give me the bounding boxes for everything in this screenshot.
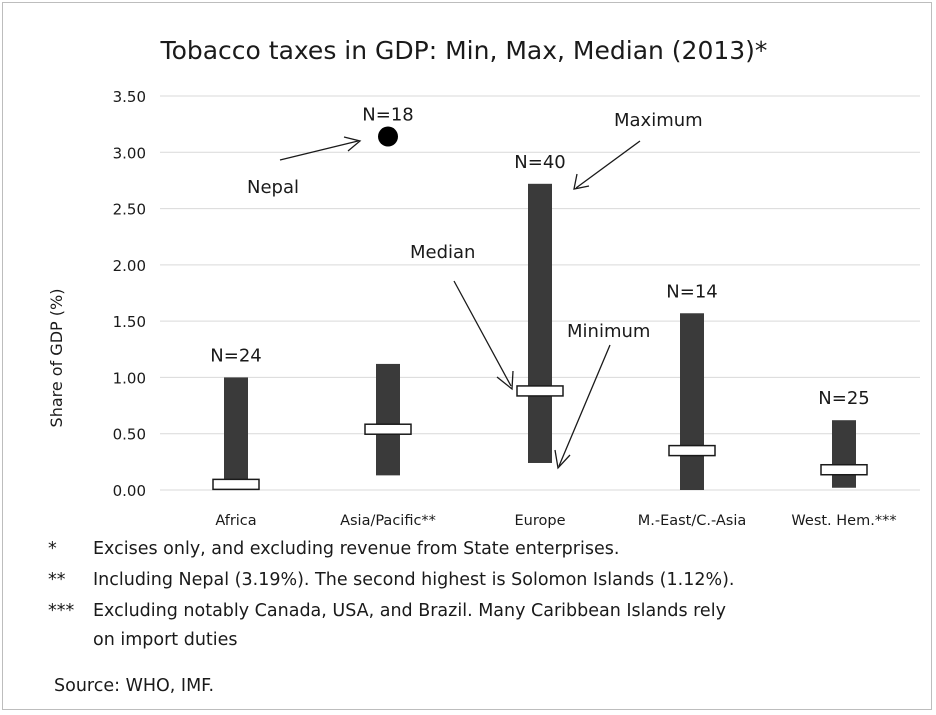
minimum-annotation: Minimum — [567, 321, 650, 342]
n-label: N=14 — [666, 281, 717, 302]
y-tick-label: 2.00 — [113, 257, 146, 275]
x-tick-label: West. Hem.*** — [791, 513, 896, 529]
footnote-text: Excises only, and excluding revenue from… — [93, 539, 620, 559]
y-tick-label: 3.00 — [113, 144, 146, 162]
range-bar — [528, 183, 552, 463]
footnote-3-continued: on import duties — [48, 627, 928, 655]
median-marker — [668, 444, 716, 457]
footnote-mark: *** — [48, 601, 75, 621]
x-tick-label: Asia/Pacific** — [340, 513, 436, 529]
x-tick-label: M.-East/C.-Asia — [638, 513, 747, 529]
footnote-mark: ** — [48, 570, 66, 590]
footnote-text: Including Nepal (3.19%). The second high… — [93, 570, 735, 590]
footnote-1: * Excises only, and excluding revenue fr… — [48, 534, 928, 565]
footnote-mark: * — [48, 539, 57, 559]
maximum-arrow-head — [573, 173, 590, 190]
n-labels: N=24 N=18 N=40 N=14 N=25 — [210, 105, 869, 410]
median-marker — [364, 423, 412, 435]
chart-title: Tobacco taxes in GDP: Min, Max, Median (… — [160, 36, 768, 65]
minimum-arrow-head — [554, 449, 571, 470]
range-bar — [376, 363, 400, 476]
y-tick-label: 2.50 — [113, 201, 146, 219]
n-label: N=25 — [818, 388, 869, 409]
median-markers — [212, 385, 868, 491]
gridlines — [160, 95, 920, 491]
median-annotation: Median — [410, 242, 475, 263]
n-label: N=40 — [514, 152, 565, 173]
footnote-2: ** Including Nepal (3.19%). The second h… — [48, 565, 928, 596]
x-tick-label: Africa — [215, 513, 256, 529]
x-tick-labels: Africa Asia/Pacific** Europe M.-East/C.-Asi… — [215, 513, 896, 529]
footnotes: * Excises only, and excluding revenue fr… — [48, 534, 928, 655]
range-bar — [680, 313, 704, 490]
x-tick-label: Europe — [515, 513, 566, 529]
y-tick-label: 0.00 — [113, 482, 146, 500]
annotations — [279, 136, 641, 470]
y-axis-label: Share of GDP (%) — [47, 289, 66, 428]
y-tick-label: 1.50 — [113, 313, 146, 331]
minimum-arrow — [558, 344, 611, 467]
maximum-annotation: Maximum — [614, 110, 703, 131]
nepal-outlier-point — [378, 126, 398, 147]
median-marker — [820, 463, 868, 476]
n-label: N=24 — [210, 345, 261, 366]
n-label: N=18 — [362, 105, 413, 126]
source-note: Source: WHO, IMF. — [54, 676, 215, 696]
nepal-annotation: Nepal — [247, 177, 299, 198]
y-tick-label: 0.50 — [113, 426, 146, 444]
y-tick-label: 1.00 — [113, 369, 146, 387]
nepal-arrow — [279, 140, 359, 161]
maximum-arrow — [575, 140, 641, 189]
median-marker — [516, 385, 564, 397]
footnote-text: on import duties — [93, 630, 238, 650]
footnote-text: Excluding notably Canada, USA, and Brazi… — [93, 601, 726, 621]
median-arrow-head — [496, 370, 514, 391]
range-bar — [832, 420, 856, 488]
footnote-3: *** Excluding notably Canada, USA, and B… — [48, 596, 928, 627]
y-tick-labels: 0.00 0.50 1.00 1.50 2.00 2.50 3.00 3.50 — [113, 88, 146, 500]
range-bars — [224, 183, 856, 490]
median-arrow — [453, 280, 512, 387]
range-bar — [224, 377, 248, 490]
y-tick-label: 3.50 — [113, 88, 146, 106]
nepal-arrow-head — [343, 136, 362, 152]
median-marker — [212, 478, 260, 491]
range-bar-chart: Tobacco taxes in GDP: Min, Max, Median (… — [47, 36, 920, 529]
